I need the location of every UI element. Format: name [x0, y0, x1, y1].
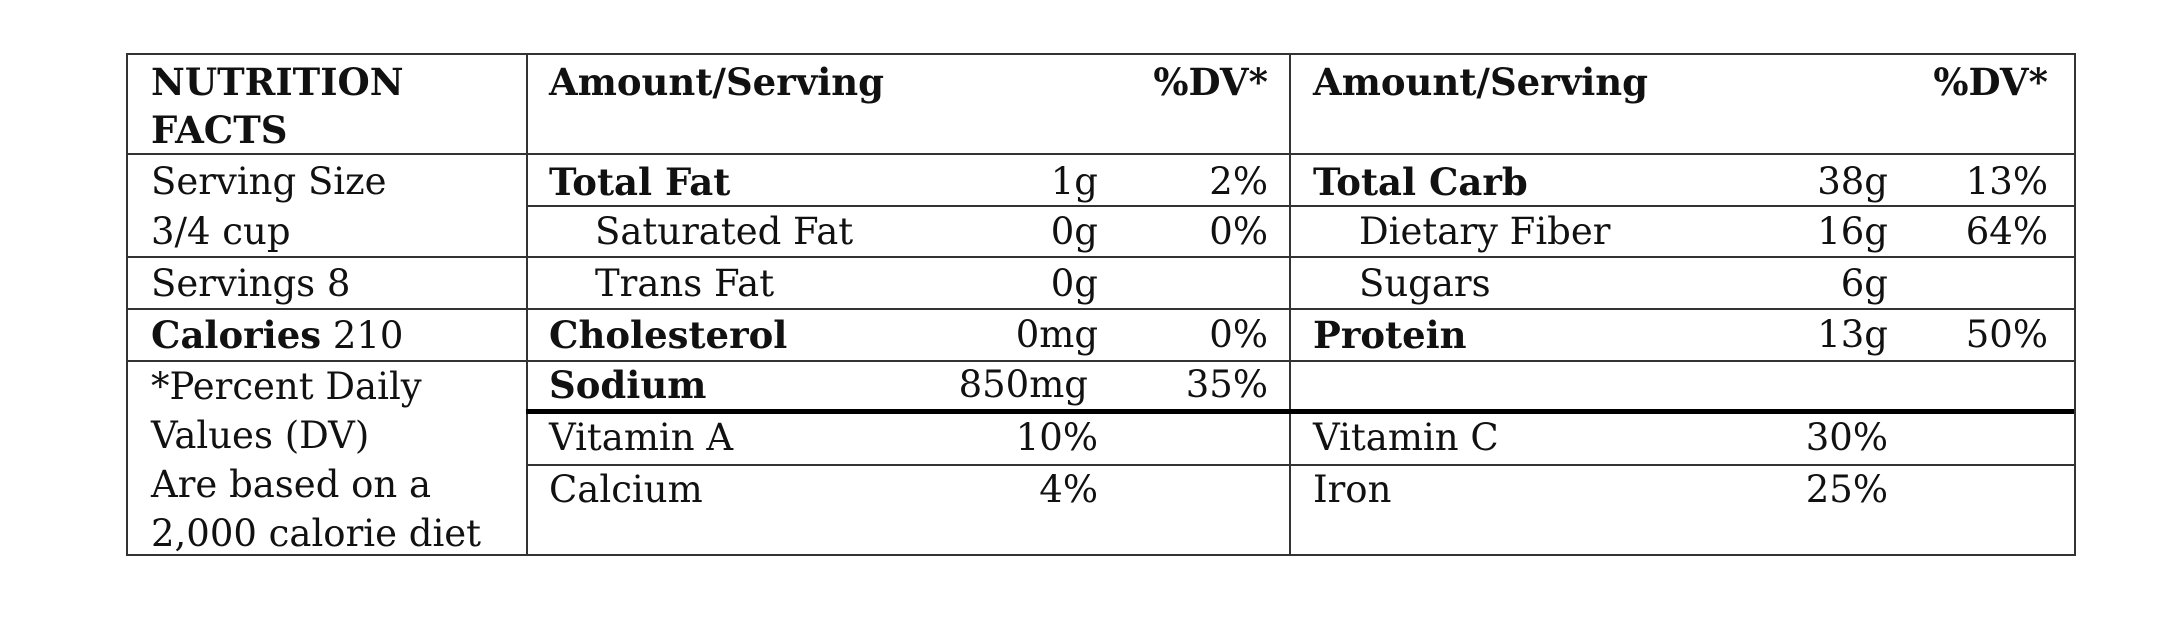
thick-divider: [526, 409, 2074, 414]
row-divider: [526, 464, 2074, 466]
nutrient-amount: 850mg: [958, 363, 1088, 406]
nutrient-amount: 6g: [1840, 262, 1888, 305]
column-divider: [1289, 55, 1291, 554]
amount-serving-header: Amount/Serving: [1313, 60, 1649, 104]
vitamin-value: 4%: [1039, 468, 1098, 511]
row-divider: [128, 153, 2074, 155]
nutrient-amount: 0mg: [1015, 313, 1098, 356]
nutrient-name: Protein: [1313, 313, 1467, 357]
amount-serving-header: Amount/Serving: [549, 60, 885, 104]
serving-size-value: 3/4 cup: [151, 210, 291, 253]
vitamin-value: 30%: [1805, 416, 1888, 459]
dv-header: %DV*: [1153, 60, 1268, 104]
nutrient-name: Saturated Fat: [595, 210, 854, 253]
title-line1: NUTRITION: [151, 60, 404, 104]
nutrient-name: Cholesterol: [549, 313, 788, 357]
nutrient-dv: 0%: [1209, 313, 1268, 356]
nutrient-dv: 64%: [1965, 210, 2048, 253]
nutrient-name: Dietary Fiber: [1359, 210, 1611, 253]
dv-header: %DV*: [1933, 60, 2048, 104]
footnote-line: Values (DV): [151, 414, 370, 457]
nutrient-dv: 35%: [1185, 363, 1268, 406]
nutrient-dv: 13%: [1965, 160, 2048, 203]
nutrition-facts-table: NUTRITION FACTS Serving Size 3/4 cup Ser…: [126, 53, 2076, 556]
nutrient-amount: 13g: [1817, 313, 1888, 356]
row-divider: [128, 308, 2074, 310]
nutrient-amount: 38g: [1817, 160, 1888, 203]
vitamin-name: Calcium: [549, 468, 703, 511]
nutrient-name: Sugars: [1359, 262, 1491, 305]
row-divider: [526, 205, 2074, 207]
footnote-line: Are based on a: [151, 463, 432, 506]
nutrient-name: Total Carb: [1313, 160, 1528, 204]
vitamin-name: Vitamin A: [549, 416, 734, 459]
vitamin-value: 25%: [1805, 468, 1888, 511]
vitamin-name: Vitamin C: [1313, 416, 1499, 459]
nutrient-amount: 16g: [1817, 210, 1888, 253]
vitamin-value: 10%: [1015, 416, 1098, 459]
calories-row: Calories 210: [151, 310, 403, 361]
calories-label: Calories: [151, 313, 322, 357]
row-divider: [128, 360, 2074, 362]
column-divider: [526, 55, 528, 554]
row-divider: [128, 256, 2074, 258]
nutrient-dv: 2%: [1209, 160, 1268, 203]
servings-count: Servings 8: [151, 262, 351, 305]
nutrient-dv: 0%: [1209, 210, 1268, 253]
nutrient-name: Total Fat: [549, 160, 731, 204]
title-line2: FACTS: [151, 108, 288, 152]
nutrient-amount: 1g: [1050, 160, 1098, 203]
nutrient-amount: 0g: [1050, 262, 1098, 305]
footnote-line: *Percent Daily: [151, 365, 422, 408]
nutrient-amount: 0g: [1050, 210, 1098, 253]
vitamin-name: Iron: [1313, 468, 1392, 511]
nutrient-name: Sodium: [549, 363, 707, 407]
serving-size-label: Serving Size: [151, 160, 387, 203]
calories-value: 210: [332, 314, 404, 357]
nutrient-dv: 50%: [1965, 313, 2048, 356]
nutrient-name: Trans Fat: [595, 262, 775, 305]
footnote-line: 2,000 calorie diet: [151, 512, 482, 555]
